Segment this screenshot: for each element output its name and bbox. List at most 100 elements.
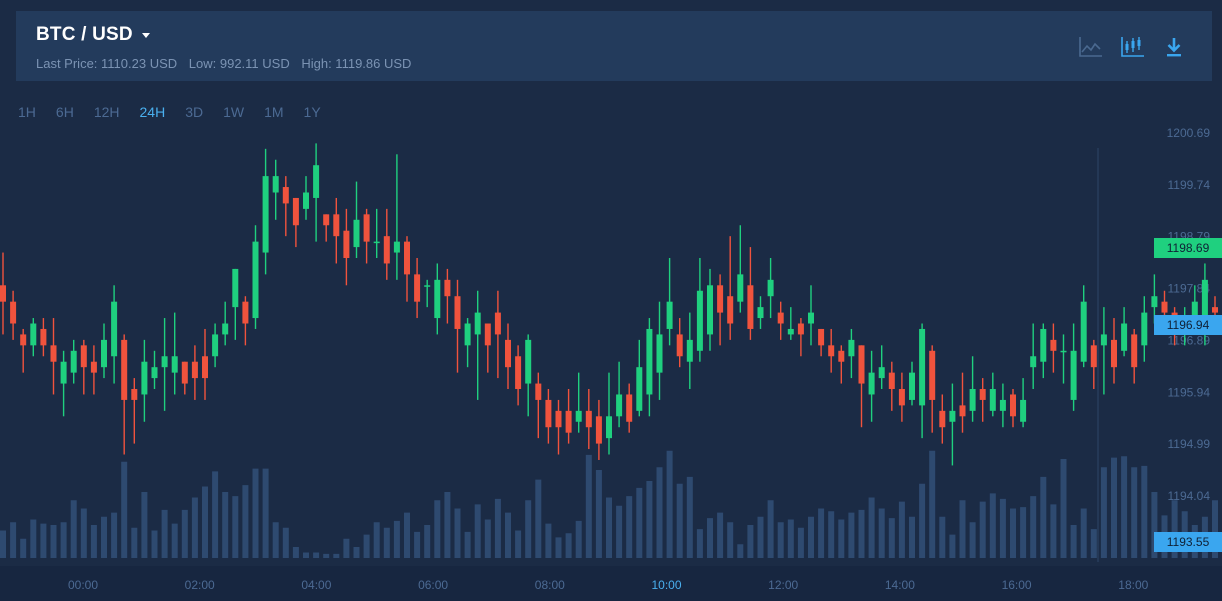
price-tag-low: 1193.55 xyxy=(1154,532,1222,552)
volume-bar xyxy=(979,501,986,558)
x-tick-label: 04:00 xyxy=(301,578,331,592)
candle-down xyxy=(717,285,724,313)
price-stats: Last Price: 1110.23 USD Low: 992.11 USD … xyxy=(36,56,419,71)
candle-down xyxy=(323,214,330,226)
tab-12h[interactable]: 12H xyxy=(93,104,120,120)
candle-down xyxy=(242,301,249,324)
volume-bar xyxy=(989,493,996,558)
volume-bar xyxy=(898,501,905,558)
line-chart-icon[interactable] xyxy=(1076,33,1104,61)
candlestick-chart-icon[interactable] xyxy=(1118,33,1146,61)
candle-down xyxy=(797,323,804,335)
volume-bar xyxy=(80,508,87,558)
volume-bar xyxy=(474,504,481,558)
volume-bar xyxy=(656,467,663,558)
volume-bar xyxy=(606,497,612,558)
volume-bar xyxy=(626,496,633,558)
volume-bar xyxy=(60,522,67,558)
tab-6h[interactable]: 6H xyxy=(55,104,74,120)
volume-bar xyxy=(1030,496,1037,558)
volume-bar xyxy=(323,553,330,558)
candle-up xyxy=(989,389,996,411)
candle-up xyxy=(646,328,653,395)
volume-bar xyxy=(1111,457,1117,558)
volume-bar xyxy=(929,450,936,558)
volume-bar xyxy=(969,522,976,558)
candle-up xyxy=(616,394,623,417)
candle-down xyxy=(959,405,966,417)
candle-down xyxy=(40,328,47,346)
volume-bar xyxy=(121,461,128,558)
x-tick-label: 10:00 xyxy=(651,578,681,592)
volume-bar xyxy=(727,522,734,558)
candle-up xyxy=(232,268,239,308)
tab-3d[interactable]: 3D xyxy=(185,104,204,120)
volume-bar xyxy=(414,531,421,558)
candle-down xyxy=(494,312,501,335)
candle-down xyxy=(484,323,491,346)
volume-bar xyxy=(909,516,915,558)
candle-down xyxy=(555,410,562,428)
volume-bar xyxy=(434,500,441,558)
candle-down xyxy=(595,416,602,444)
timeframe-tabs: 1H 6H 12H 24H 3D 1W 1M 1Y xyxy=(8,104,331,120)
volume-bar xyxy=(919,483,926,558)
candle-down xyxy=(929,350,936,400)
candle-up xyxy=(1100,334,1107,346)
volume-bar xyxy=(575,520,582,558)
candle-down xyxy=(333,214,340,237)
candle-down xyxy=(454,296,461,329)
x-tick-label: 12:00 xyxy=(768,578,798,592)
volume-bar xyxy=(818,508,825,558)
volume-bar xyxy=(878,508,885,558)
candle-down xyxy=(1212,307,1218,313)
volume-bar xyxy=(868,497,875,558)
volume-bar xyxy=(777,522,784,558)
volume-bar xyxy=(181,509,188,558)
candle-down xyxy=(181,361,188,384)
candle-down xyxy=(1050,339,1057,351)
tab-1w[interactable]: 1W xyxy=(223,104,245,120)
candle-up xyxy=(656,334,663,373)
candle-down xyxy=(565,410,572,433)
volume-bar xyxy=(252,468,259,558)
candle-down xyxy=(10,301,17,324)
candle-down xyxy=(20,334,27,346)
tab-1y[interactable]: 1Y xyxy=(303,104,321,120)
volume-bar xyxy=(343,538,350,558)
candle-down xyxy=(202,356,208,379)
volume-bar xyxy=(616,505,623,558)
candle-down xyxy=(343,230,350,259)
x-tick-label: 08:00 xyxy=(535,578,565,592)
candle-down xyxy=(888,372,895,390)
volume-bar xyxy=(393,520,400,558)
volume-bar xyxy=(525,500,532,558)
candle-up xyxy=(969,389,976,411)
volume-bar xyxy=(313,552,320,558)
candle-down xyxy=(626,394,633,422)
volume-bar xyxy=(151,530,158,558)
candle-up xyxy=(1040,328,1047,362)
volume-bar xyxy=(1020,507,1027,558)
candle-up xyxy=(919,328,926,406)
tab-1h[interactable]: 1H xyxy=(18,104,36,120)
candle-up xyxy=(272,176,279,193)
volume-bar xyxy=(0,530,6,558)
candle-down xyxy=(515,356,522,390)
tab-24h[interactable]: 24H xyxy=(139,104,166,120)
pair-selector[interactable]: BTC / USD xyxy=(36,24,150,46)
candle-up xyxy=(171,356,178,373)
volume-bar xyxy=(90,525,97,558)
download-icon[interactable] xyxy=(1160,33,1188,61)
volume-bar xyxy=(707,518,713,558)
volume-bar xyxy=(565,533,572,558)
x-tick-label: 00:00 xyxy=(68,578,98,592)
volume-bar xyxy=(161,509,168,558)
tab-1m[interactable]: 1M xyxy=(264,104,284,120)
candle-up xyxy=(949,410,956,422)
candle-down xyxy=(191,361,198,379)
volume-bar xyxy=(111,512,118,558)
volume-bar xyxy=(515,530,522,558)
y-tick-label: 1194.04 xyxy=(1168,489,1211,503)
